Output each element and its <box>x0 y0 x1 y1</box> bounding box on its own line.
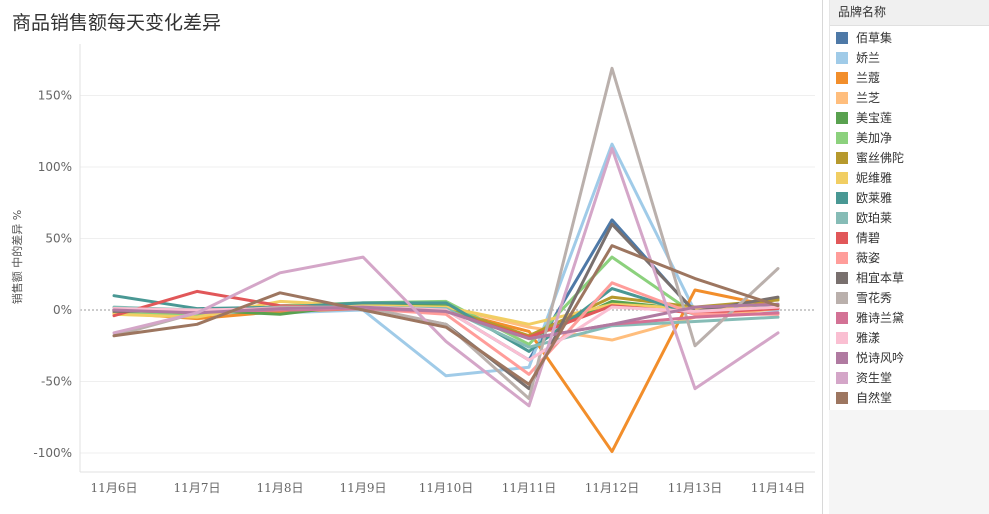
legend-label: 相宜本草 <box>856 271 905 285</box>
legend-item[interactable]: 自然堂 <box>836 388 986 408</box>
x-tick-label: 11月10日 <box>419 481 474 495</box>
legend-item[interactable]: 妮维雅 <box>836 168 986 188</box>
legend-label: 欧珀莱 <box>856 211 893 225</box>
series-line[interactable] <box>112 146 780 408</box>
legend-swatch <box>836 152 848 164</box>
legend-swatch <box>836 212 848 224</box>
legend-item[interactable]: 兰芝 <box>836 88 986 108</box>
legend-label: 雪花秀 <box>856 291 893 305</box>
y-tick-label: 50% <box>45 232 72 246</box>
legend-item[interactable]: 悦诗风吟 <box>836 348 986 368</box>
y-tick-label: -50% <box>41 375 72 389</box>
x-tick-label: 11月13日 <box>668 481 723 495</box>
legend-swatch <box>836 172 848 184</box>
chart-area: 商品销售额每天变化差异 150% 100% 50% 0% -50% -100% 销售额 中的… <box>10 12 815 495</box>
legend-label: 欧莱雅 <box>856 191 893 205</box>
legend-item[interactable]: 欧莱雅 <box>836 188 986 208</box>
y-tick-label: 150% <box>38 89 72 103</box>
legend-swatch <box>836 192 848 204</box>
legend-swatch <box>836 52 848 64</box>
legend-label: 兰蔻 <box>856 71 881 85</box>
chart-title: 商品销售额每天变化差异 <box>12 12 222 34</box>
x-tick-label: 11月12日 <box>585 481 640 495</box>
legend-label: 娇兰 <box>856 51 881 65</box>
legend-title: 品牌名称 <box>830 0 989 26</box>
legend-item[interactable]: 倩碧 <box>836 228 986 248</box>
y-axis-label: 销售额 中的差异 % <box>10 210 24 304</box>
legend-panel: 品牌名称 佰草集娇兰兰蔻兰芝美宝莲美加净蜜丝佛陀妮维雅欧莱雅欧珀莱倩碧薇姿相宜本… <box>829 0 989 410</box>
x-tick-label: 11月7日 <box>174 481 221 495</box>
x-tick-label: 11月11日 <box>502 481 557 495</box>
series-line[interactable] <box>112 255 780 346</box>
series-line[interactable] <box>112 244 780 386</box>
legend-label: 倩碧 <box>856 231 881 245</box>
legend-swatch <box>836 272 848 284</box>
x-tick-label: 11月6日 <box>91 481 138 495</box>
legend-swatch <box>836 92 848 104</box>
y-tick-label: -100% <box>33 446 72 460</box>
legend-label: 悦诗风吟 <box>856 351 905 365</box>
legend-swatch <box>836 72 848 84</box>
legend-label: 薇姿 <box>856 251 881 265</box>
legend-swatch <box>836 292 848 304</box>
legend-item[interactable]: 美加净 <box>836 128 986 148</box>
legend-item[interactable]: 美宝莲 <box>836 108 986 128</box>
line-chart: 150% 100% 50% 0% -50% -100% 销售额 中的差异 % 11月6日 11月… <box>10 44 815 495</box>
legend-item[interactable]: 兰蔻 <box>836 68 986 88</box>
legend-item[interactable]: 娇兰 <box>836 48 986 68</box>
legend-item[interactable]: 欧珀莱 <box>836 208 986 228</box>
legend-item[interactable]: 雪花秀 <box>836 288 986 308</box>
x-tick-label: 11月14日 <box>751 481 806 495</box>
y-tick-label: 0% <box>53 303 72 317</box>
legend-swatch <box>836 392 848 404</box>
legend-item[interactable]: 蜜丝佛陀 <box>836 148 986 168</box>
legend-label: 兰芝 <box>856 91 881 105</box>
legend-swatch <box>836 112 848 124</box>
legend-item[interactable]: 资生堂 <box>836 368 986 388</box>
legend-item[interactable]: 相宜本草 <box>836 268 986 288</box>
x-tick-label: 11月9日 <box>340 481 387 495</box>
legend-label: 美宝莲 <box>856 111 893 125</box>
series-line[interactable] <box>112 66 780 401</box>
legend-swatch <box>836 32 848 44</box>
legend-swatch <box>836 372 848 384</box>
legend-label: 雅漾 <box>856 331 881 345</box>
legend-label: 妮维雅 <box>856 171 893 185</box>
divider <box>822 0 823 514</box>
legend-item[interactable]: 薇姿 <box>836 248 986 268</box>
legend-label: 佰草集 <box>856 31 893 45</box>
legend-label: 自然堂 <box>856 391 893 405</box>
legend-label: 雅诗兰黛 <box>856 311 905 325</box>
legend-label: 蜜丝佛陀 <box>856 151 905 165</box>
legend-label: 美加净 <box>856 131 893 145</box>
legend-swatch <box>836 352 848 364</box>
x-tick-label: 11月8日 <box>257 481 304 495</box>
legend-swatch <box>836 232 848 244</box>
legend-swatch <box>836 132 848 144</box>
legend-item[interactable]: 佰草集 <box>836 28 986 48</box>
legend-empty-area <box>829 410 989 514</box>
legend-label: 资生堂 <box>856 371 893 385</box>
legend-swatch <box>836 252 848 264</box>
legend-swatch <box>836 312 848 324</box>
legend-swatch <box>836 332 848 344</box>
y-tick-label: 100% <box>38 160 72 174</box>
legend-item[interactable]: 雅漾 <box>836 328 986 348</box>
legend-item[interactable]: 雅诗兰黛 <box>836 308 986 328</box>
